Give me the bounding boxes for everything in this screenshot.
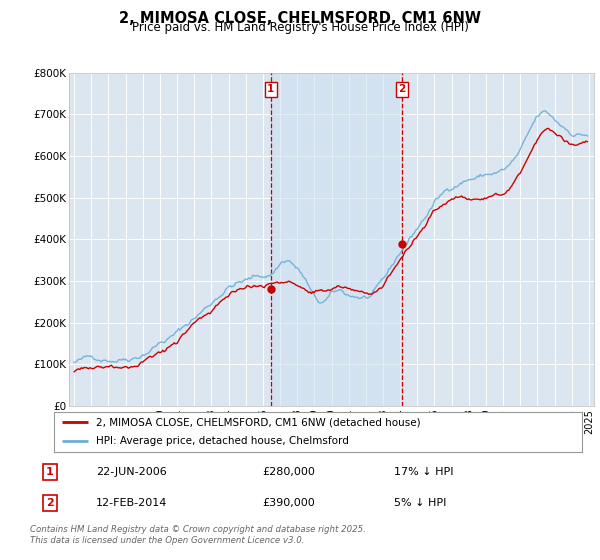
Text: 2: 2 — [46, 498, 54, 508]
Text: 17% ↓ HPI: 17% ↓ HPI — [394, 467, 454, 477]
Text: HPI: Average price, detached house, Chelmsford: HPI: Average price, detached house, Chel… — [96, 436, 349, 446]
Text: Price paid vs. HM Land Registry's House Price Index (HPI): Price paid vs. HM Land Registry's House … — [131, 21, 469, 34]
Text: 1: 1 — [268, 85, 275, 95]
Text: 2: 2 — [398, 85, 406, 95]
Text: £390,000: £390,000 — [262, 498, 314, 508]
Text: 5% ↓ HPI: 5% ↓ HPI — [394, 498, 446, 508]
Text: £280,000: £280,000 — [262, 467, 315, 477]
Text: 2, MIMOSA CLOSE, CHELMSFORD, CM1 6NW: 2, MIMOSA CLOSE, CHELMSFORD, CM1 6NW — [119, 11, 481, 26]
Text: 22-JUN-2006: 22-JUN-2006 — [96, 467, 167, 477]
Text: Contains HM Land Registry data © Crown copyright and database right 2025.
This d: Contains HM Land Registry data © Crown c… — [30, 525, 366, 545]
Text: 1: 1 — [46, 467, 54, 477]
Text: 12-FEB-2014: 12-FEB-2014 — [96, 498, 167, 508]
Text: 2, MIMOSA CLOSE, CHELMSFORD, CM1 6NW (detached house): 2, MIMOSA CLOSE, CHELMSFORD, CM1 6NW (de… — [96, 417, 421, 427]
Bar — [271, 73, 402, 406]
